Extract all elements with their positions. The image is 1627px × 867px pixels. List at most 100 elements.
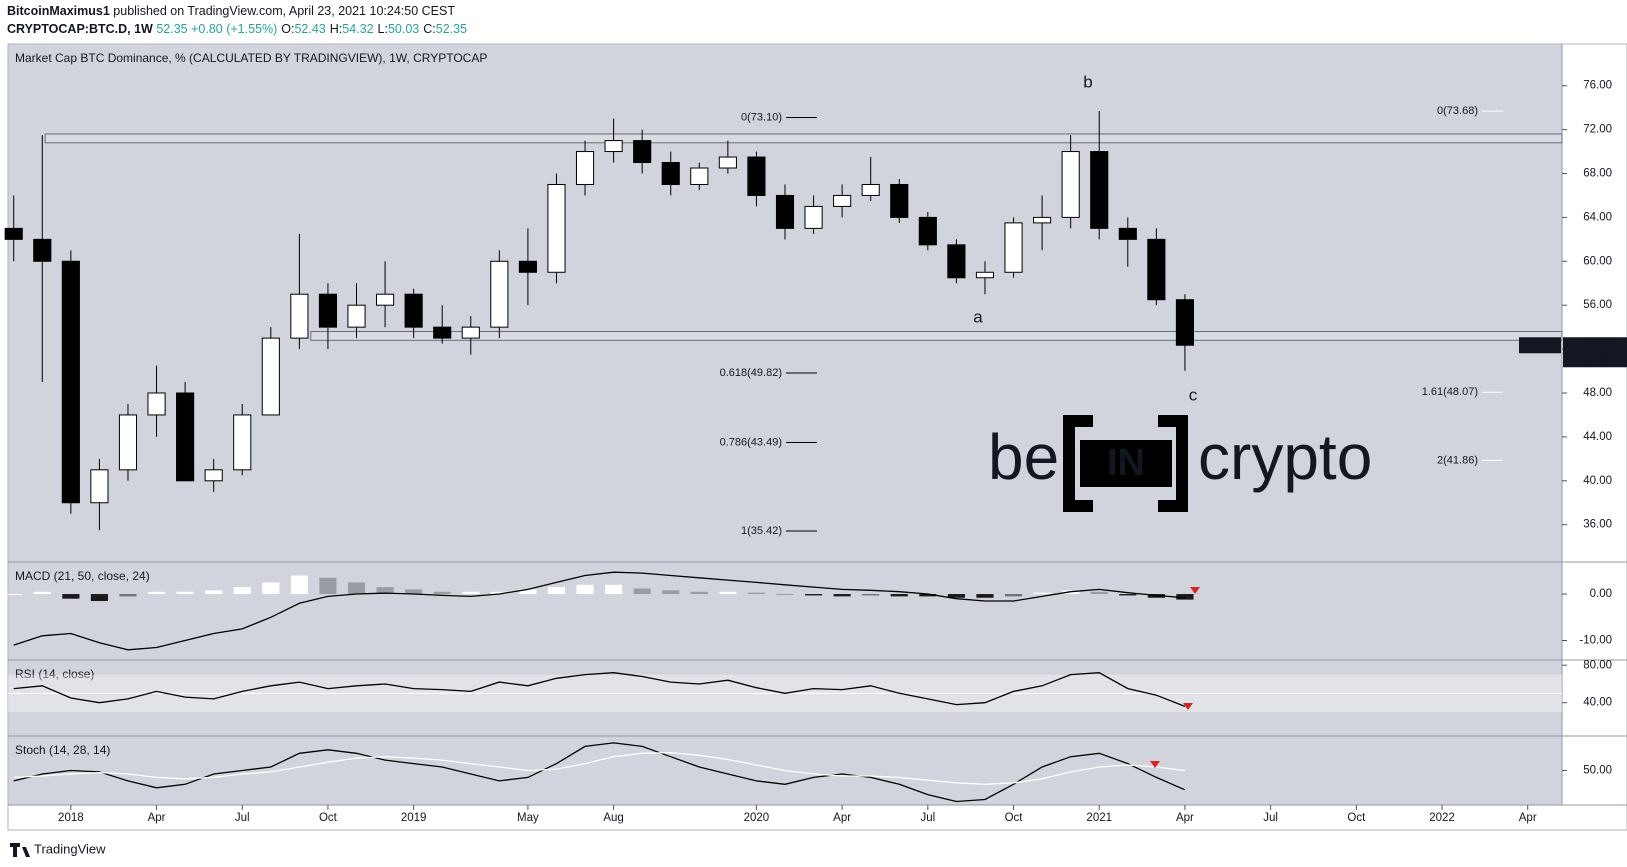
candle-body (33, 238, 52, 262)
pane-title: RSI (14, close) (15, 667, 94, 681)
candle-body (1175, 299, 1194, 346)
fib-label: 0.618(49.82) (720, 367, 782, 379)
signal-marker (1190, 587, 1200, 594)
pane-title: MACD (21, 50, close, 24) (15, 569, 150, 583)
last-name: BTC.D (1524, 339, 1557, 351)
x-tick-label: 2020 (744, 812, 770, 824)
histogram-bar (319, 577, 337, 595)
ohlc: O:52.43 H:54.32 L:50.03 C:52.35 (281, 22, 467, 36)
histogram-bar (433, 591, 451, 595)
x-tick-label: 2018 (58, 812, 84, 824)
y-tick-label: 36.00 (1583, 519, 1612, 531)
candle-body (1061, 151, 1080, 218)
histogram-bar (376, 587, 394, 595)
y-tick-label: 56.00 (1583, 299, 1612, 311)
fib-label: 2(41.86) (1437, 454, 1478, 466)
y-tick-label: 80.00 (1583, 659, 1612, 671)
histogram-bar (233, 587, 251, 595)
header-line1: BitcoinMaximus1 published on TradingView… (7, 4, 455, 18)
wave-label: a (973, 307, 983, 326)
chart-frame (7, 43, 1627, 831)
histogram-bar (947, 594, 965, 598)
candle-body (804, 205, 823, 229)
last-price: 52.35 (156, 22, 187, 36)
histogram-bar (33, 591, 51, 595)
histogram-bar (576, 584, 594, 595)
author: BitcoinMaximus1 (7, 4, 110, 18)
y-tick-label: 0.00 (1590, 588, 1612, 600)
x-tick-label: Jul (235, 812, 250, 824)
candle-body (604, 140, 623, 153)
candle-body (318, 293, 338, 328)
candle-body (1033, 216, 1052, 224)
x-tick-label: May (517, 812, 539, 824)
candle-body (1004, 222, 1023, 273)
histogram-bar (776, 594, 794, 596)
logo-in: IN (1107, 442, 1145, 484)
histogram-bar (290, 575, 308, 595)
histogram-bar (1176, 594, 1194, 600)
last-name-box (1519, 337, 1561, 354)
candle-body (861, 183, 880, 196)
y-tick-label: -10.00 (1579, 635, 1612, 647)
indicator-line (13, 672, 1186, 708)
published: published on TradingView.com, April 23, … (113, 4, 455, 18)
candle-body (490, 260, 509, 328)
candle-body (204, 469, 223, 482)
last-price: 52.35 (1583, 339, 1612, 351)
logo-brackets (1063, 415, 1188, 512)
histogram-bar (747, 592, 766, 595)
histogram-bar (547, 587, 566, 595)
histogram-bar (719, 591, 737, 595)
candle-body (947, 244, 966, 279)
histogram-bar (833, 594, 851, 597)
histogram-bar (1119, 594, 1137, 596)
y-tick-label: 68.00 (1583, 168, 1612, 180)
logo: be IN crypto (988, 415, 1372, 512)
logo-box (1080, 440, 1172, 487)
change: +0.80 (+1.55%) (191, 22, 277, 36)
candle-body (833, 194, 852, 207)
x-tick-label: Aug (603, 812, 623, 824)
pane-title: Stoch (14, 28, 14) (15, 743, 110, 757)
histogram-bar (1004, 594, 1023, 597)
fib-label: 0.786(43.49) (720, 436, 782, 448)
wave-label: c (1189, 385, 1198, 404)
histogram-bar (804, 594, 823, 596)
histogram-bar (405, 589, 423, 595)
candle-body (547, 183, 566, 273)
x-tick-label: Apr (1519, 812, 1537, 824)
candle-body (918, 216, 937, 246)
candle-body (661, 162, 680, 185)
histogram-bar (690, 591, 708, 595)
ohlc-value: 52.43 (294, 22, 325, 36)
ohlc-value: 50.03 (388, 22, 419, 36)
histogram-bar (147, 591, 166, 595)
candle-body (575, 151, 595, 185)
histogram-bar (5, 594, 23, 596)
histogram-bar (347, 582, 366, 595)
x-tick-label: Oct (1005, 812, 1024, 824)
indicator-line (13, 571, 1185, 651)
x-tick-label: 2022 (1429, 812, 1455, 824)
candle-body (633, 140, 652, 164)
histogram-bar (119, 594, 137, 597)
candle-body (433, 326, 452, 339)
histogram-bar (490, 591, 508, 595)
candle-body (718, 156, 737, 169)
candle-body (347, 304, 366, 328)
fib-label: 1(35.42) (741, 525, 782, 537)
ohlc-key: C: (423, 22, 436, 36)
chart-background (8, 44, 1562, 805)
countdown: 2d 16h (1578, 353, 1612, 365)
candle-body (261, 337, 280, 416)
fib-label: 0(73.10) (741, 111, 782, 123)
fib-label: 0(73.68) (1437, 105, 1478, 117)
x-tick-label: Apr (833, 812, 851, 824)
histogram-bar (662, 590, 680, 595)
candle-body (890, 183, 909, 218)
zone (310, 331, 1563, 341)
y-tick-label: 60.00 (1583, 255, 1612, 267)
ohlc-key: H: (330, 22, 343, 36)
